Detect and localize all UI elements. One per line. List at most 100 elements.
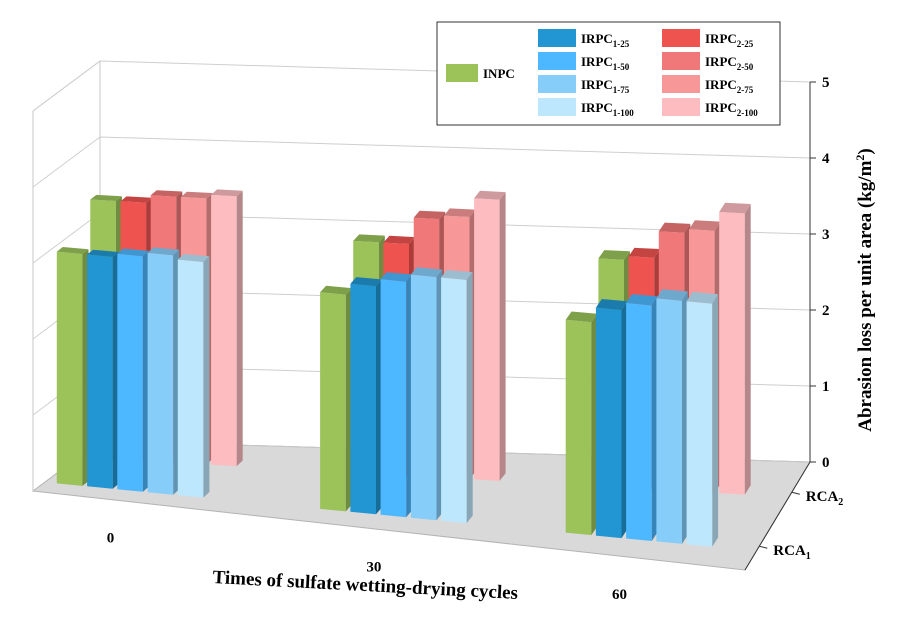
bar-top-face	[598, 250, 630, 260]
bar-side-face	[499, 192, 506, 481]
bar-INPC-rca1-60	[565, 311, 598, 536]
bar-IRPC1-25-rca1-0	[87, 249, 119, 489]
bar-IRPC1-100-rca1-60	[686, 291, 719, 547]
legend-label-IRPC1-100: IRPC1-100	[581, 100, 634, 118]
bar-top-face	[410, 267, 443, 277]
legend-swatch-INPC	[446, 64, 478, 82]
bar-side-face	[651, 296, 658, 541]
depth-tick-mark	[759, 545, 768, 549]
bar-side-face	[112, 252, 119, 489]
legend-label-INPC: INPC	[483, 66, 515, 81]
bar-front-face	[147, 252, 174, 495]
y-axis-ticks: 0 1 2 3 4 5	[810, 75, 830, 471]
y-tick-label: 5	[822, 75, 830, 91]
bar-front-face	[595, 307, 622, 539]
bar-front-face	[626, 302, 652, 541]
bar-front-face	[565, 319, 592, 536]
legend-swatch-IRPC1-50	[538, 52, 576, 70]
bar-IRPC1-25-rca1-30	[350, 277, 382, 515]
bar-IRPC1-50-rca1-0	[117, 248, 149, 492]
bar-side-face	[712, 294, 719, 547]
legend-label-IRPC2-50: IRPC2-50	[705, 54, 754, 72]
bar-top-face	[350, 277, 382, 287]
y-tick-label: 1	[822, 379, 830, 395]
bar-front-face	[211, 194, 237, 467]
legend-label-IRPC2-25: IRPC2-25	[705, 31, 754, 49]
bar-side-face	[82, 249, 89, 486]
bar-side-face	[682, 291, 688, 544]
bar-top-face	[413, 210, 446, 220]
bar-INPC-rca1-0	[56, 247, 89, 486]
bar-top-face	[120, 196, 153, 203]
bar-IRPC1-100-rca1-30	[441, 270, 473, 524]
bar-front-face	[474, 198, 500, 481]
bar-top-face	[380, 272, 413, 282]
y-axis-title: Abrasion loss per unit area (kg/m2)	[853, 148, 876, 431]
bar-front-face	[117, 253, 143, 492]
legend-label-IRPC2-75: IRPC2-75	[705, 77, 754, 95]
bar-side-face	[203, 256, 210, 498]
bar-front-face	[656, 298, 682, 544]
bar-side-face	[173, 249, 180, 495]
legend: INPC IRPC1-25 IRPC1-50 IRPC1-75 IRPC1-100 IRP…	[436, 21, 781, 126]
bar-top-face	[441, 270, 473, 280]
legend-swatch-IRPC1-25	[538, 29, 576, 47]
legend-swatch-IRPC2-100	[662, 98, 700, 116]
depth-tick-mark	[791, 491, 800, 495]
bar-front-face	[350, 283, 376, 515]
bar-top-face	[150, 190, 183, 197]
x-tick-label: 60	[612, 587, 627, 603]
bar-top-face	[626, 294, 658, 306]
bar-side-face	[621, 301, 628, 539]
bar-side-face	[436, 269, 443, 521]
bar-top-face	[658, 222, 691, 233]
depth-tick-label: RCA1	[773, 543, 811, 562]
bar-top-face	[90, 194, 122, 201]
bar-front-face	[441, 277, 467, 524]
bar-top-face	[656, 289, 688, 301]
bar-top-face	[383, 235, 415, 244]
legend-label-IRPC1-75: IRPC1-75	[581, 77, 630, 95]
bar-IRPC2-100-rca2-0	[211, 189, 243, 467]
bar-top-face	[353, 234, 385, 243]
legend-label-IRPC2-100: IRPC2-100	[705, 100, 758, 118]
bar-IRPC2-100-rca2-60	[719, 202, 751, 495]
bars	[56, 189, 751, 547]
bar-front-face	[380, 279, 407, 518]
bar-side-face	[236, 190, 243, 467]
bar-front-face	[56, 251, 83, 486]
legend-label-IRPC1-25: IRPC1-25	[581, 31, 630, 49]
bar-IRPC1-25-rca1-60	[595, 299, 628, 539]
legend-frame	[436, 21, 781, 126]
bar-IRPC1-50-rca1-60	[626, 294, 658, 541]
y-tick-label: 4	[822, 151, 830, 167]
bar-side-face	[142, 250, 149, 492]
legend-swatch-IRPC2-75	[662, 75, 700, 93]
bar-side-face	[591, 313, 598, 536]
bar-top-face	[565, 311, 598, 323]
bar-top-face	[689, 220, 721, 231]
y-tick-label: 2	[822, 303, 830, 319]
bar-front-face	[410, 274, 437, 521]
bar-front-face	[719, 212, 745, 495]
x-tick-label: 0	[107, 530, 115, 546]
x-axis-title: Times of sulfate wetting-drying cycles	[212, 567, 518, 604]
bar-top-face	[443, 208, 476, 217]
bar-front-face	[686, 301, 713, 547]
bar-top-face	[180, 191, 213, 199]
bar-top-face	[177, 254, 210, 262]
gridline	[32, 136, 811, 188]
bar-IRPC1-75-rca1-60	[656, 289, 688, 544]
bar-top-face	[87, 249, 119, 257]
legend-swatch-IRPC1-75	[538, 75, 576, 93]
bar-INPC-rca1-30	[320, 285, 352, 512]
bar-IRPC1-75-rca1-30	[410, 267, 443, 521]
bar-side-face	[406, 274, 413, 518]
depth-axis-line	[744, 461, 811, 571]
bar-top-face	[686, 291, 719, 304]
bar-IRPC1-100-rca1-0	[177, 254, 210, 498]
bar-IRPC1-75-rca1-0	[147, 247, 180, 495]
x-tick-label: 30	[366, 560, 381, 576]
